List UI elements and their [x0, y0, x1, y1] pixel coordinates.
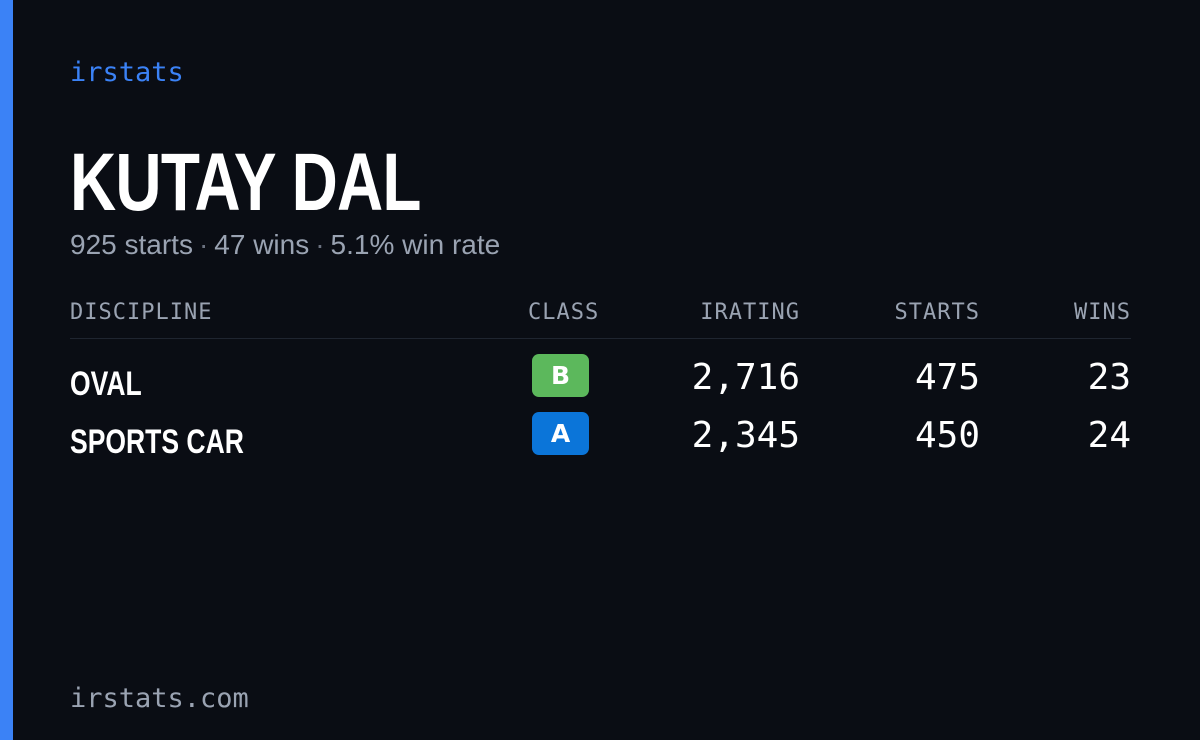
row-wins: 24: [1087, 415, 1131, 456]
row-starts: 450: [914, 415, 980, 456]
summary-starts: 925 starts: [70, 229, 193, 260]
summary-wins: 47 wins: [214, 229, 310, 260]
brand-logo-text: irstats: [70, 57, 184, 88]
footer-site-url: irstats.com: [70, 683, 249, 714]
row-wins: 23: [1087, 357, 1131, 398]
header-class: CLASS: [528, 300, 600, 325]
row-starts: 475: [914, 357, 980, 398]
table-row: SPORTS CAR A 2,345 450 24: [70, 410, 1131, 461]
row-irating: 2,345: [691, 415, 800, 456]
career-summary: 925 starts · 47 wins · 5.1% win rate: [70, 228, 500, 262]
header-wins: WINS: [1074, 300, 1131, 325]
row-irating: 2,716: [691, 357, 800, 398]
accent-bar: [0, 0, 13, 740]
table-row: OVAL B 2,716 475 23: [70, 352, 1131, 403]
row-discipline: SPORTS CAR: [70, 423, 244, 461]
driver-name: KUTAY DAL: [70, 137, 422, 228]
header-irating: IRATING: [700, 300, 800, 325]
row-discipline: OVAL: [70, 365, 142, 403]
class-badge: A: [532, 412, 589, 455]
class-badge: B: [532, 354, 589, 397]
stats-table-header: DISCIPLINE CLASS IRATING STARTS WINS: [70, 300, 1131, 339]
header-discipline: DISCIPLINE: [70, 300, 213, 325]
summary-separator: ·: [315, 229, 325, 260]
summary-win-rate: 5.1% win rate: [330, 229, 501, 260]
header-starts: STARTS: [894, 300, 980, 325]
summary-separator: ·: [198, 229, 209, 260]
